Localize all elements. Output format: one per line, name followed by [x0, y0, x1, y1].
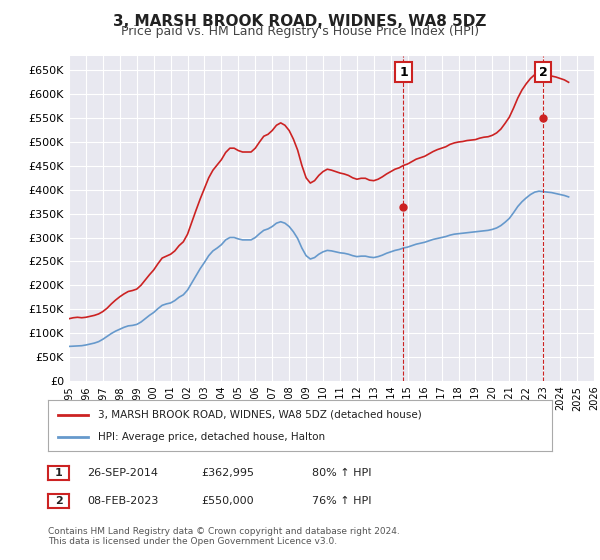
Text: 2: 2	[539, 66, 548, 79]
Text: 3, MARSH BROOK ROAD, WIDNES, WA8 5DZ: 3, MARSH BROOK ROAD, WIDNES, WA8 5DZ	[113, 14, 487, 29]
Text: Price paid vs. HM Land Registry's House Price Index (HPI): Price paid vs. HM Land Registry's House …	[121, 25, 479, 38]
Text: 1: 1	[55, 468, 62, 478]
Text: 76% ↑ HPI: 76% ↑ HPI	[312, 496, 371, 506]
Text: Contains HM Land Registry data © Crown copyright and database right 2024.
This d: Contains HM Land Registry data © Crown c…	[48, 526, 400, 546]
Text: 08-FEB-2023: 08-FEB-2023	[87, 496, 158, 506]
Text: 1: 1	[399, 66, 408, 79]
Text: HPI: Average price, detached house, Halton: HPI: Average price, detached house, Halt…	[98, 432, 326, 442]
Text: £362,995: £362,995	[201, 468, 254, 478]
Text: 3, MARSH BROOK ROAD, WIDNES, WA8 5DZ (detached house): 3, MARSH BROOK ROAD, WIDNES, WA8 5DZ (de…	[98, 409, 422, 419]
Text: 26-SEP-2014: 26-SEP-2014	[87, 468, 158, 478]
Text: 2: 2	[55, 496, 62, 506]
Text: £550,000: £550,000	[201, 496, 254, 506]
Text: 80% ↑ HPI: 80% ↑ HPI	[312, 468, 371, 478]
